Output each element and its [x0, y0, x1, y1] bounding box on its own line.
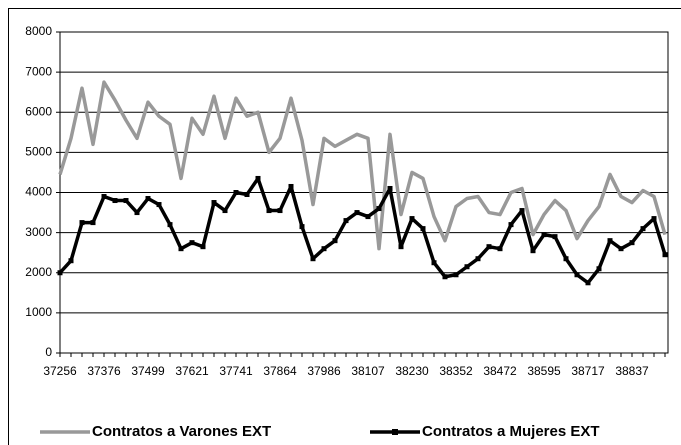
marker	[167, 222, 173, 228]
marker	[266, 208, 272, 214]
marker	[398, 244, 404, 250]
marker	[662, 252, 668, 258]
y-tick-label: 5000	[25, 145, 52, 159]
x-tick-label: 37864	[263, 364, 297, 378]
marker	[629, 240, 635, 246]
marker	[497, 246, 503, 252]
marker	[90, 220, 96, 226]
marker	[508, 222, 514, 228]
marker	[299, 224, 305, 230]
x-tick-label: 38717	[571, 364, 605, 378]
marker	[409, 216, 415, 222]
x-tick-label: 38837	[615, 364, 649, 378]
x-tick-label: 37621	[175, 364, 209, 378]
marker	[112, 198, 118, 204]
series-line	[58, 176, 667, 285]
marker	[530, 248, 536, 254]
marker	[277, 208, 283, 214]
marker	[420, 226, 426, 232]
marker	[431, 260, 437, 266]
marker	[618, 246, 624, 252]
y-tick-label: 3000	[25, 225, 52, 239]
marker	[651, 216, 657, 222]
marker	[156, 202, 162, 208]
marker	[387, 185, 393, 191]
marker	[123, 198, 129, 204]
marker	[519, 208, 525, 214]
marker	[101, 194, 107, 200]
y-tick-label: 0	[45, 345, 52, 359]
marker	[552, 234, 558, 240]
y-tick-label: 6000	[25, 104, 52, 118]
marker	[585, 280, 591, 286]
marker	[222, 208, 228, 214]
marker	[365, 214, 371, 220]
marker	[596, 266, 602, 272]
x-tick-label: 38230	[395, 364, 429, 378]
marker	[486, 244, 492, 250]
x-tick-label: 38595	[527, 364, 561, 378]
marker	[453, 272, 459, 278]
marker	[332, 238, 338, 244]
marker	[442, 274, 448, 280]
x-tick-label: 37986	[307, 364, 341, 378]
marker	[255, 175, 261, 181]
legend-label: Contratos a Mujeres EXT	[422, 423, 600, 440]
marker	[574, 272, 580, 278]
x-tick-label: 38352	[439, 364, 473, 378]
marker	[541, 232, 547, 238]
y-tick-label: 7000	[25, 64, 52, 78]
marker	[376, 206, 382, 212]
marker	[640, 226, 646, 232]
chart-frame	[8, 8, 681, 445]
y-tick-label: 4000	[25, 185, 52, 199]
marker	[134, 210, 140, 216]
x-tick-label: 38472	[483, 364, 517, 378]
marker	[145, 196, 151, 202]
marker	[310, 256, 316, 262]
marker	[178, 246, 184, 252]
x-tick-label: 38107	[351, 364, 385, 378]
marker	[354, 210, 360, 216]
marker	[464, 264, 470, 270]
marker	[233, 190, 239, 195]
x-tick-label: 37499	[131, 364, 165, 378]
marker	[200, 244, 206, 250]
x-tick-label: 37256	[43, 364, 77, 378]
marker	[563, 256, 569, 262]
x-tick-label: 37376	[87, 364, 121, 378]
marker	[607, 238, 613, 244]
marker	[189, 240, 195, 246]
marker	[68, 258, 74, 264]
series-line	[58, 80, 667, 251]
plot-area	[59, 31, 669, 354]
marker	[244, 192, 250, 198]
marker	[321, 246, 327, 252]
y-tick-label: 1000	[25, 305, 52, 319]
legend-marker	[392, 429, 398, 435]
marker	[343, 218, 349, 224]
y-tick-label: 8000	[25, 24, 52, 38]
x-tick-label: 37741	[219, 364, 253, 378]
marker	[475, 256, 481, 262]
legend-label: Contratos a Varones EXT	[92, 423, 271, 440]
y-tick-label: 2000	[25, 265, 52, 279]
marker	[211, 200, 217, 206]
marker	[288, 183, 294, 189]
marker	[79, 220, 85, 226]
marker	[57, 270, 63, 276]
